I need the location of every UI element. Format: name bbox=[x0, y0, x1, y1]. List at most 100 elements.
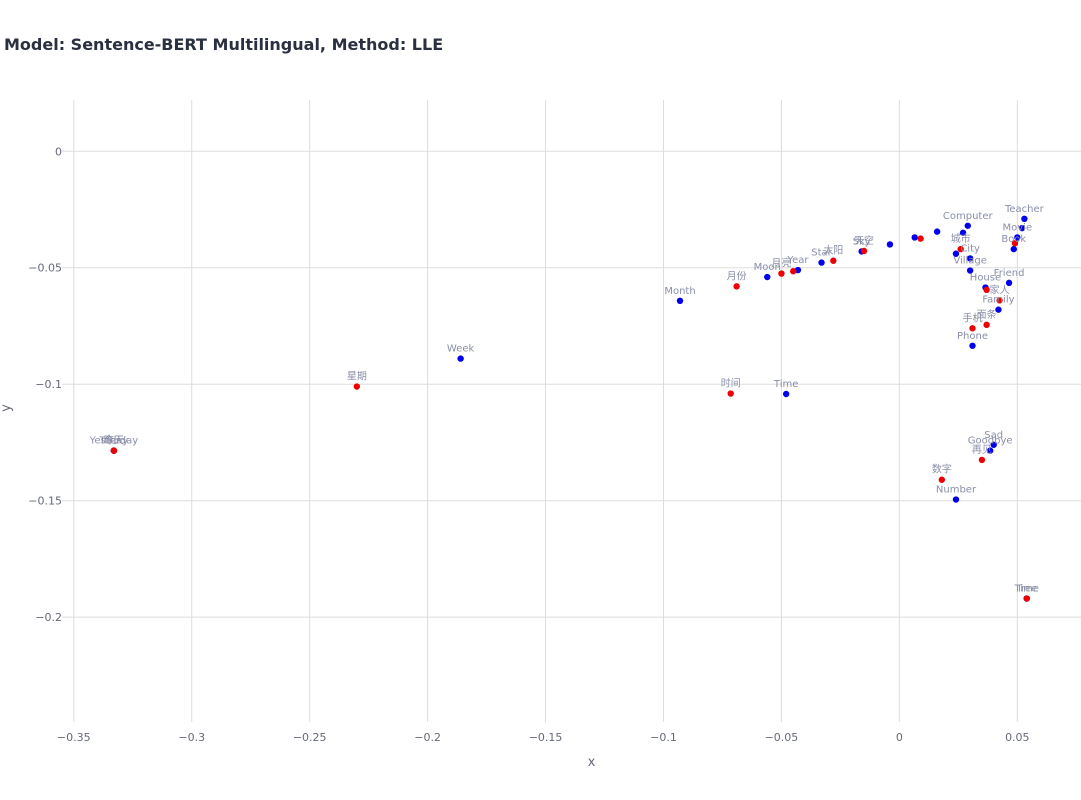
data-point bbox=[727, 390, 734, 397]
point-label: Year bbox=[786, 255, 809, 266]
y-tick-label: −0.15 bbox=[28, 495, 62, 508]
x-tick-label: −0.35 bbox=[57, 731, 91, 744]
point-label: City bbox=[960, 243, 980, 254]
y-axis-title: y bbox=[0, 404, 14, 412]
point-label: Time bbox=[773, 379, 798, 390]
point-label: 家人 bbox=[990, 283, 1010, 296]
point-label: 太阳 bbox=[823, 244, 843, 257]
data-point bbox=[990, 441, 997, 448]
x-axis-title: x bbox=[588, 755, 596, 770]
data-point bbox=[1018, 224, 1026, 232]
data-point bbox=[911, 234, 918, 241]
data-point bbox=[966, 267, 974, 274]
data-point bbox=[957, 245, 964, 253]
data-point bbox=[952, 496, 960, 503]
point-label: 数字 bbox=[932, 463, 952, 476]
data-point bbox=[818, 259, 825, 266]
point-label: Today bbox=[98, 436, 128, 447]
data-point bbox=[830, 257, 837, 264]
point-label: Computer bbox=[943, 211, 994, 222]
x-tick-label: −0.2 bbox=[414, 731, 441, 744]
tick-labels: −0.35 −0.3 −0.25 −0.2 −0.15 −0.1 −0.05 0 0.05 0 −0… bbox=[28, 145, 1029, 744]
data-point bbox=[986, 447, 994, 454]
y-tick-label: −0.05 bbox=[28, 262, 62, 275]
point-label: Time bbox=[1014, 584, 1039, 595]
point-label: Phone bbox=[957, 331, 988, 342]
point-label: 面条 bbox=[977, 308, 997, 321]
point-label: Month bbox=[664, 286, 695, 297]
data-point bbox=[959, 229, 967, 236]
data-point bbox=[778, 270, 785, 277]
point-label: Family bbox=[982, 295, 1014, 306]
data-points bbox=[110, 215, 1030, 602]
data-point bbox=[969, 325, 976, 332]
point-label: 时间 bbox=[721, 377, 741, 390]
point-label: Village bbox=[953, 256, 987, 267]
data-point bbox=[733, 283, 740, 290]
data-point bbox=[983, 286, 990, 294]
y-tick-label: 0 bbox=[55, 145, 62, 158]
data-point bbox=[110, 447, 118, 454]
data-point bbox=[1011, 240, 1019, 247]
data-point bbox=[886, 241, 894, 248]
data-point bbox=[995, 306, 1002, 313]
data-point bbox=[917, 235, 924, 242]
x-tick-label: −0.1 bbox=[650, 731, 677, 744]
x-tick-label: 0.05 bbox=[1005, 731, 1030, 744]
point-label: 再见 bbox=[972, 444, 992, 456]
point-label: Book bbox=[1001, 234, 1026, 245]
data-point bbox=[860, 247, 868, 255]
point-label: 城市 bbox=[951, 232, 971, 245]
x-tick-label: −0.3 bbox=[178, 731, 205, 744]
point-label: Number bbox=[936, 485, 977, 496]
point-label: Sky bbox=[853, 236, 871, 247]
data-point bbox=[969, 342, 976, 349]
data-point bbox=[996, 297, 1003, 304]
data-point bbox=[952, 250, 960, 257]
point-label: Yesterday bbox=[89, 436, 139, 447]
x-tick-label: −0.25 bbox=[293, 731, 327, 744]
point-label: Star bbox=[811, 248, 832, 259]
data-point bbox=[1021, 215, 1028, 223]
data-point bbox=[1014, 234, 1021, 241]
data-point bbox=[1005, 279, 1013, 287]
point-label: Sad bbox=[984, 430, 1003, 441]
x-tick-label: −0.05 bbox=[765, 731, 799, 744]
data-point bbox=[964, 222, 971, 229]
point-label: 星期 bbox=[347, 371, 367, 383]
data-point bbox=[1010, 245, 1017, 253]
x-tick-label: 0 bbox=[896, 731, 903, 744]
y-tick-label: −0.2 bbox=[35, 611, 62, 624]
chart-title: Model: Sentence-BERT Multilingual, Metho… bbox=[4, 35, 444, 54]
data-point bbox=[933, 228, 941, 235]
point-label: 今天 bbox=[104, 434, 124, 447]
data-point bbox=[764, 273, 771, 281]
point-label: Week bbox=[447, 344, 475, 355]
x-tick-label: −0.15 bbox=[529, 731, 563, 744]
data-point bbox=[353, 383, 361, 390]
data-point bbox=[676, 297, 684, 305]
data-point bbox=[457, 355, 464, 362]
point-label: 昨天 bbox=[104, 435, 124, 447]
point-label: 月亮 bbox=[771, 257, 791, 270]
point-label: 月份 bbox=[727, 270, 747, 282]
point-label: Moon bbox=[754, 262, 781, 273]
data-point bbox=[782, 390, 790, 398]
y-tick-label: −0.1 bbox=[35, 378, 62, 391]
data-point bbox=[1023, 595, 1030, 602]
point-label: Teacher bbox=[1004, 204, 1045, 215]
point-label: Movie bbox=[1003, 222, 1033, 233]
point-label: 手机 bbox=[962, 311, 982, 324]
data-point bbox=[983, 321, 990, 329]
point-label: Friend bbox=[994, 268, 1025, 279]
data-point bbox=[790, 268, 797, 275]
data-point bbox=[978, 456, 986, 464]
data-point bbox=[966, 255, 974, 262]
grid-lines bbox=[62, 100, 1081, 722]
point-label: Goodbye bbox=[968, 436, 1013, 447]
point-label: 天空 bbox=[854, 234, 874, 247]
point-label: Tree bbox=[1015, 584, 1037, 595]
point-label: House bbox=[970, 273, 1001, 284]
